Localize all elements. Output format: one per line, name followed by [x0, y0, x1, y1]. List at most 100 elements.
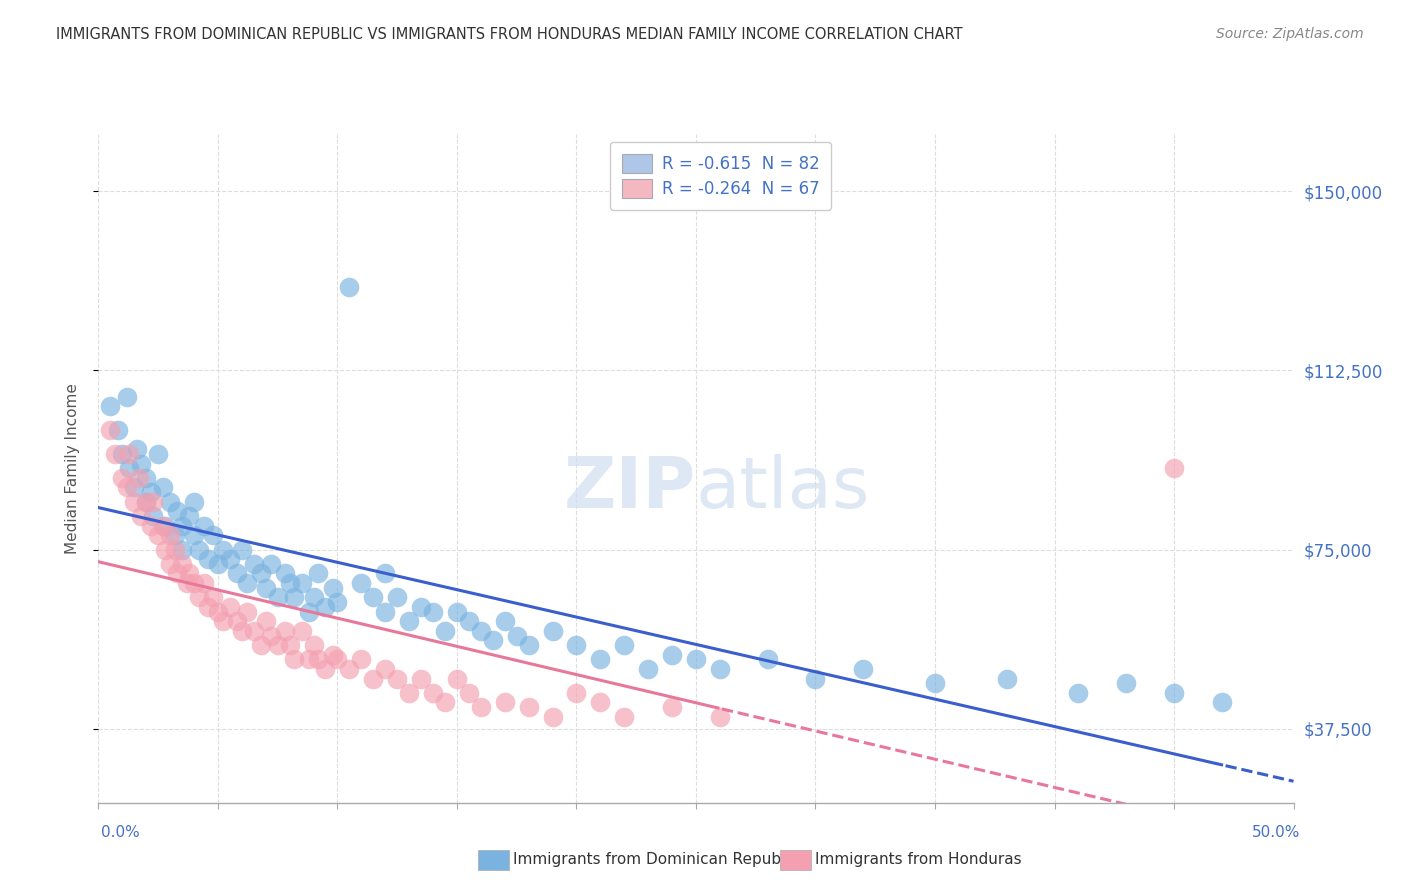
Point	[231, 624, 253, 638]
Point	[207, 557, 229, 571]
Point	[385, 672, 409, 686]
Text: Immigrants from Honduras: Immigrants from Honduras	[815, 853, 1022, 867]
Point	[398, 686, 420, 700]
Point	[197, 599, 219, 614]
Point	[219, 599, 242, 614]
Point	[163, 528, 186, 542]
Point	[494, 696, 516, 710]
Point	[804, 672, 827, 686]
Point	[148, 447, 170, 461]
Point	[1211, 696, 1233, 710]
Point	[111, 471, 134, 485]
Point	[135, 494, 157, 508]
Point	[517, 638, 540, 652]
Point	[494, 614, 516, 628]
Point	[322, 581, 344, 595]
Point	[315, 662, 337, 676]
Point	[142, 509, 165, 524]
Point	[193, 576, 215, 591]
Point	[202, 528, 225, 542]
Point	[541, 624, 564, 638]
Point	[197, 552, 219, 566]
Point	[339, 279, 360, 293]
Text: ZIP: ZIP	[564, 454, 696, 523]
Point	[254, 614, 277, 628]
Point	[433, 624, 456, 638]
Point	[219, 552, 242, 566]
Point	[291, 576, 314, 591]
Point	[98, 399, 122, 413]
Point	[291, 624, 314, 638]
Point	[481, 633, 505, 648]
Point	[315, 599, 337, 614]
Text: 50.0%: 50.0%	[1253, 825, 1301, 840]
Point	[159, 557, 181, 571]
Point	[852, 662, 875, 676]
Point	[541, 710, 564, 724]
Point	[135, 494, 157, 508]
Point	[283, 652, 305, 666]
Point	[322, 648, 344, 662]
Point	[339, 662, 360, 676]
Point	[172, 518, 194, 533]
Point	[235, 576, 257, 591]
Point	[374, 605, 396, 619]
Point	[470, 624, 492, 638]
Point	[111, 447, 134, 461]
Point	[183, 494, 205, 508]
Point	[685, 652, 707, 666]
Point	[166, 504, 188, 518]
Point	[995, 672, 1018, 686]
Point	[235, 605, 257, 619]
Point	[159, 494, 181, 508]
Point	[298, 652, 321, 666]
Point	[385, 591, 409, 605]
Point	[411, 672, 433, 686]
Point	[139, 485, 162, 500]
Point	[363, 672, 385, 686]
Point	[283, 591, 305, 605]
Point	[458, 686, 481, 700]
Point	[422, 605, 444, 619]
Point	[131, 509, 153, 524]
Point	[278, 576, 301, 591]
Point	[278, 638, 301, 652]
Point	[250, 566, 273, 581]
Point	[565, 686, 588, 700]
Point	[104, 447, 127, 461]
Point	[350, 576, 373, 591]
Point	[307, 566, 329, 581]
Point	[661, 700, 683, 714]
Point	[326, 652, 349, 666]
Point	[267, 591, 290, 605]
Point	[274, 624, 297, 638]
Point	[350, 652, 373, 666]
Point	[756, 652, 779, 666]
Point	[589, 696, 612, 710]
Point	[139, 518, 162, 533]
Point	[259, 557, 281, 571]
Point	[661, 648, 683, 662]
Point	[274, 566, 297, 581]
Text: Immigrants from Dominican Republic: Immigrants from Dominican Republic	[513, 853, 799, 867]
Point	[202, 591, 225, 605]
Point	[155, 542, 177, 557]
Point	[374, 662, 396, 676]
Point	[1163, 461, 1185, 475]
Legend: R = -0.615  N = 82, R = -0.264  N = 67: R = -0.615 N = 82, R = -0.264 N = 67	[610, 142, 831, 210]
Point	[118, 447, 141, 461]
Point	[259, 628, 281, 642]
Point	[250, 638, 273, 652]
Point	[446, 672, 468, 686]
Point	[148, 528, 170, 542]
Text: IMMIGRANTS FROM DOMINICAN REPUBLIC VS IMMIGRANTS FROM HONDURAS MEDIAN FAMILY INC: IMMIGRANTS FROM DOMINICAN REPUBLIC VS IM…	[56, 27, 963, 42]
Point	[176, 576, 198, 591]
Point	[637, 662, 659, 676]
Point	[152, 480, 174, 494]
Point	[98, 423, 122, 437]
Point	[226, 566, 249, 581]
Point	[517, 700, 540, 714]
Point	[231, 542, 253, 557]
Point	[179, 509, 201, 524]
Point	[183, 528, 205, 542]
